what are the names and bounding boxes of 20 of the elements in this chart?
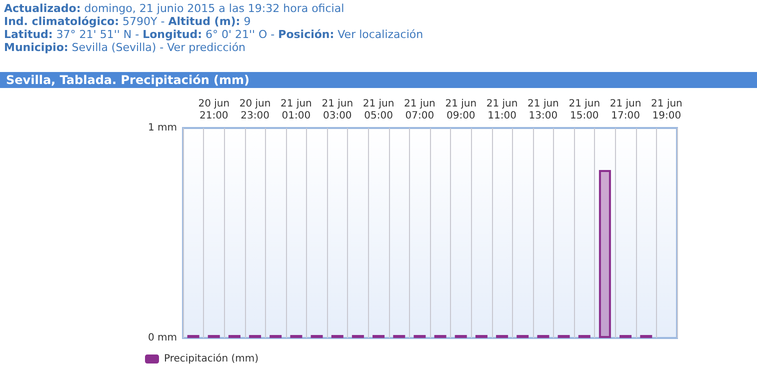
text: Ind. climatológico: 5790Y - Altitud (m): 9 <box>4 15 251 28</box>
text: Actualizado: domingo, 21 junio 2015 a las 19:32 hora oficial <box>4 2 344 15</box>
y-tick-label: 1 mm <box>148 122 177 134</box>
x-tick-label: 21 jun 17:00 <box>610 98 642 122</box>
x-tick-label: 21 jun 13:00 <box>528 98 559 122</box>
x-tick-label: 21 jun 11:00 <box>486 98 518 122</box>
chart-title: Sevilla, Tablada. Precipitación (mm) <box>6 73 250 87</box>
x-tick-label: 20 jun 21:00 <box>198 98 230 122</box>
y-tick-label: 0 mm <box>148 332 177 344</box>
text: Municipio: Sevilla (Sevilla) - Ver predicción <box>4 41 246 54</box>
x-tick-label: 21 jun 01:00 <box>280 98 312 122</box>
legend-label: Precipitación (mm) <box>164 354 259 364</box>
x-tick-label: 21 jun 09:00 <box>445 98 477 122</box>
text: Latitud: 37° 21' 51'' N - Longitud: 6° 0' 21'' O - Posición: Ver localización <box>4 28 424 41</box>
x-tick-label: 21 jun 19:00 <box>651 98 682 122</box>
x-tick-label: 21 jun 05:00 <box>362 98 394 122</box>
x-tick-label: 20 jun 23:00 <box>239 98 271 122</box>
x-tick-label: 21 jun 15:00 <box>568 98 600 122</box>
x-tick-label: 21 jun 03:00 <box>322 98 354 122</box>
x-tick-label: 21 jun 07:00 <box>404 98 436 122</box>
